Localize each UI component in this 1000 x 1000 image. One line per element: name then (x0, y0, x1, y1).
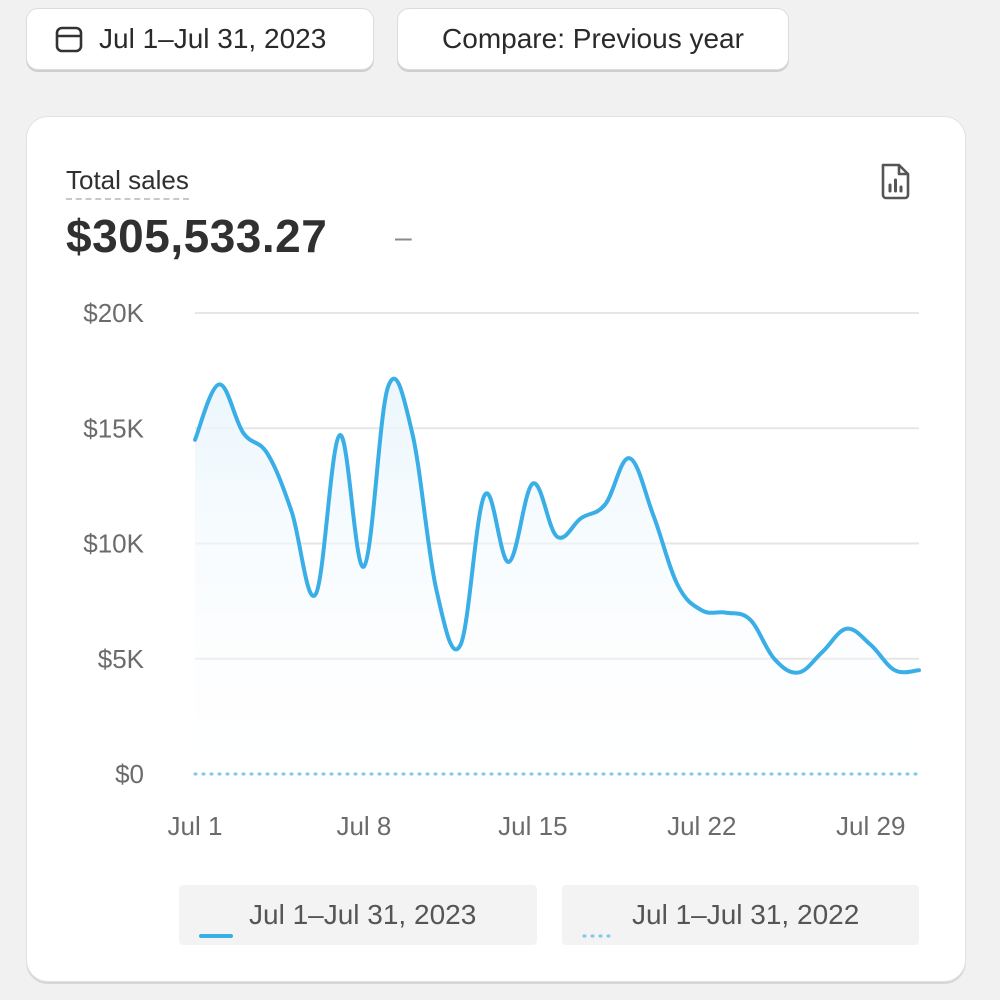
y-tick-label: $20K (83, 298, 144, 328)
legend-current-swatch (199, 913, 233, 938)
report-icon[interactable] (877, 161, 913, 201)
x-tick-label: Jul 22 (667, 811, 736, 841)
series-current-line (193, 376, 921, 675)
y-tick-label: $0 (115, 759, 144, 789)
metric-label[interactable]: Total sales (66, 165, 189, 200)
calendar-icon (53, 23, 85, 55)
compare-button[interactable]: Compare: Previous year (397, 8, 789, 70)
metric-value: $305,533.27 (66, 210, 328, 262)
legend-previous-label: Jul 1–Jul 31, 2022 (632, 899, 860, 930)
sales-line-chart: $20K $15K $10K $5K $0 Jul 1 Jul 8 Jul 15 Jul 22 J… (83, 298, 921, 841)
y-tick-label: $10K (83, 529, 144, 559)
x-tick-label: Jul 8 (336, 811, 391, 841)
x-tick-label: Jul 29 (836, 811, 905, 841)
y-tick-label: $15K (83, 413, 144, 443)
x-tick-label: Jul 15 (498, 811, 567, 841)
legend-current-label: Jul 1–Jul 31, 2023 (249, 899, 477, 930)
legend-previous-swatch (582, 913, 616, 938)
total-sales-card: Total sales $305,533.27 – $20K $15K $10K $5… (26, 116, 966, 982)
series-current-area (195, 378, 919, 774)
date-range-label: Jul 1–Jul 31, 2023 (99, 23, 327, 54)
x-tick-label: Jul 1 (168, 811, 223, 841)
compare-label: Compare: Previous year (442, 23, 744, 54)
legend-current[interactable]: Jul 1–Jul 31, 2023 (179, 885, 537, 945)
metric-change: – (395, 221, 412, 254)
y-tick-label: $5K (98, 644, 145, 674)
legend-previous[interactable]: Jul 1–Jul 31, 2022 (562, 885, 919, 945)
date-range-button[interactable]: Jul 1–Jul 31, 2023 (26, 8, 374, 70)
